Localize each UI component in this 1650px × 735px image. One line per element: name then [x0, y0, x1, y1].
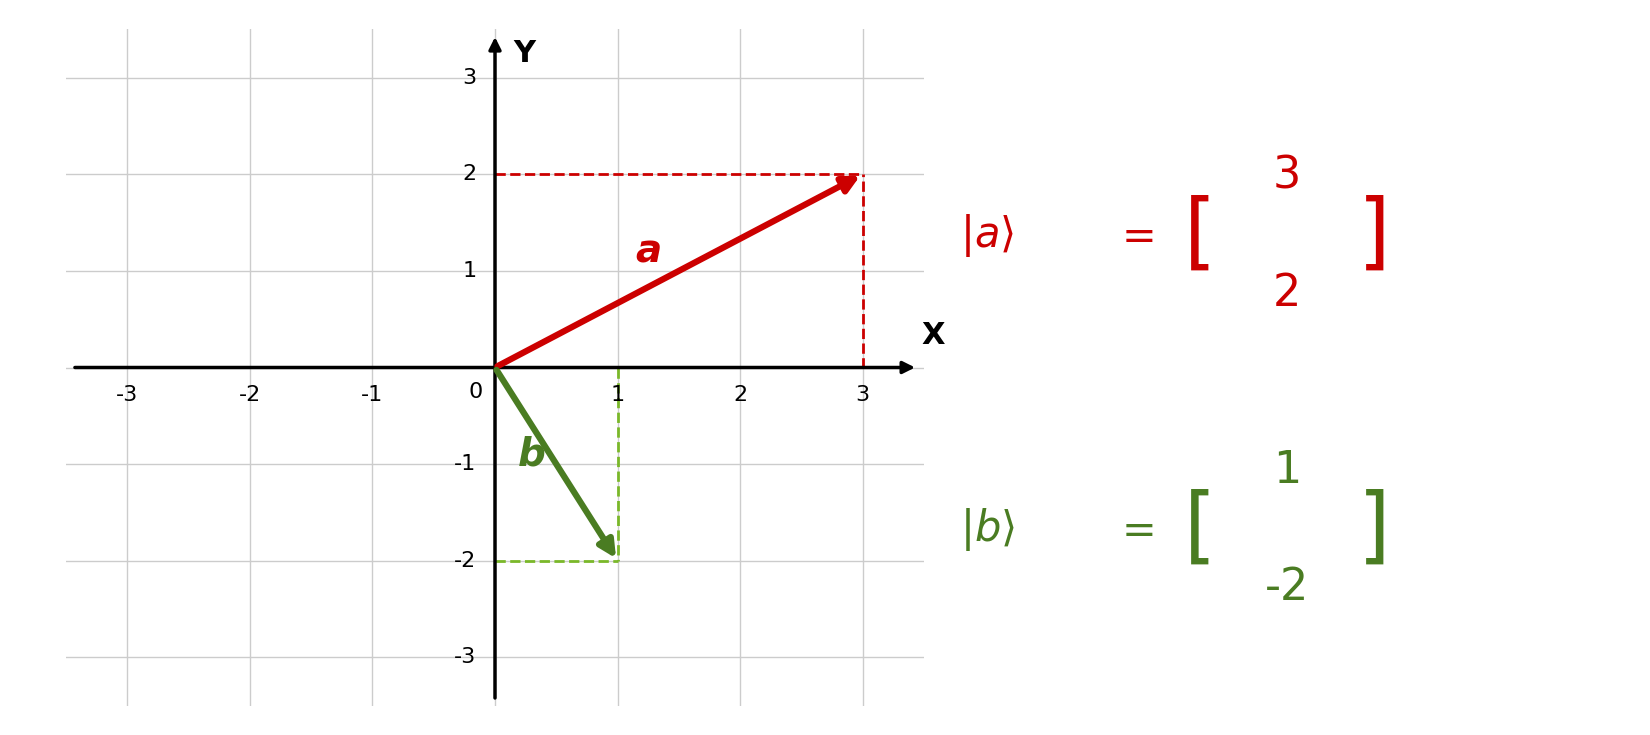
- Text: 3: 3: [856, 385, 870, 405]
- Text: 3: 3: [1272, 155, 1302, 198]
- Text: 1: 1: [462, 261, 477, 281]
- Text: b: b: [518, 435, 546, 473]
- Text: 1: 1: [1272, 449, 1302, 492]
- Text: [: [: [1183, 195, 1216, 276]
- Text: -2: -2: [239, 385, 261, 405]
- Text: 3: 3: [462, 68, 477, 87]
- Text: -1: -1: [454, 454, 477, 474]
- Text: $=$: $=$: [1112, 508, 1153, 551]
- Text: 0: 0: [469, 382, 483, 402]
- Text: $=$: $=$: [1112, 214, 1153, 257]
- Text: 1: 1: [610, 385, 625, 405]
- Text: -1: -1: [361, 385, 383, 405]
- Text: -3: -3: [116, 385, 139, 405]
- Text: -3: -3: [454, 648, 477, 667]
- Text: ]: ]: [1358, 195, 1391, 276]
- Text: 2: 2: [1272, 273, 1302, 315]
- Text: 2: 2: [462, 165, 477, 184]
- Text: -2: -2: [1266, 567, 1308, 609]
- Text: $|b\rangle$: $|b\rangle$: [960, 506, 1015, 553]
- Text: X: X: [922, 321, 945, 350]
- Text: Y: Y: [513, 39, 535, 68]
- Text: -2: -2: [454, 551, 477, 570]
- Text: ]: ]: [1358, 489, 1391, 570]
- Text: a: a: [635, 232, 662, 270]
- Text: [: [: [1183, 489, 1216, 570]
- Text: 2: 2: [733, 385, 747, 405]
- Text: $|a\rangle$: $|a\rangle$: [960, 212, 1015, 259]
